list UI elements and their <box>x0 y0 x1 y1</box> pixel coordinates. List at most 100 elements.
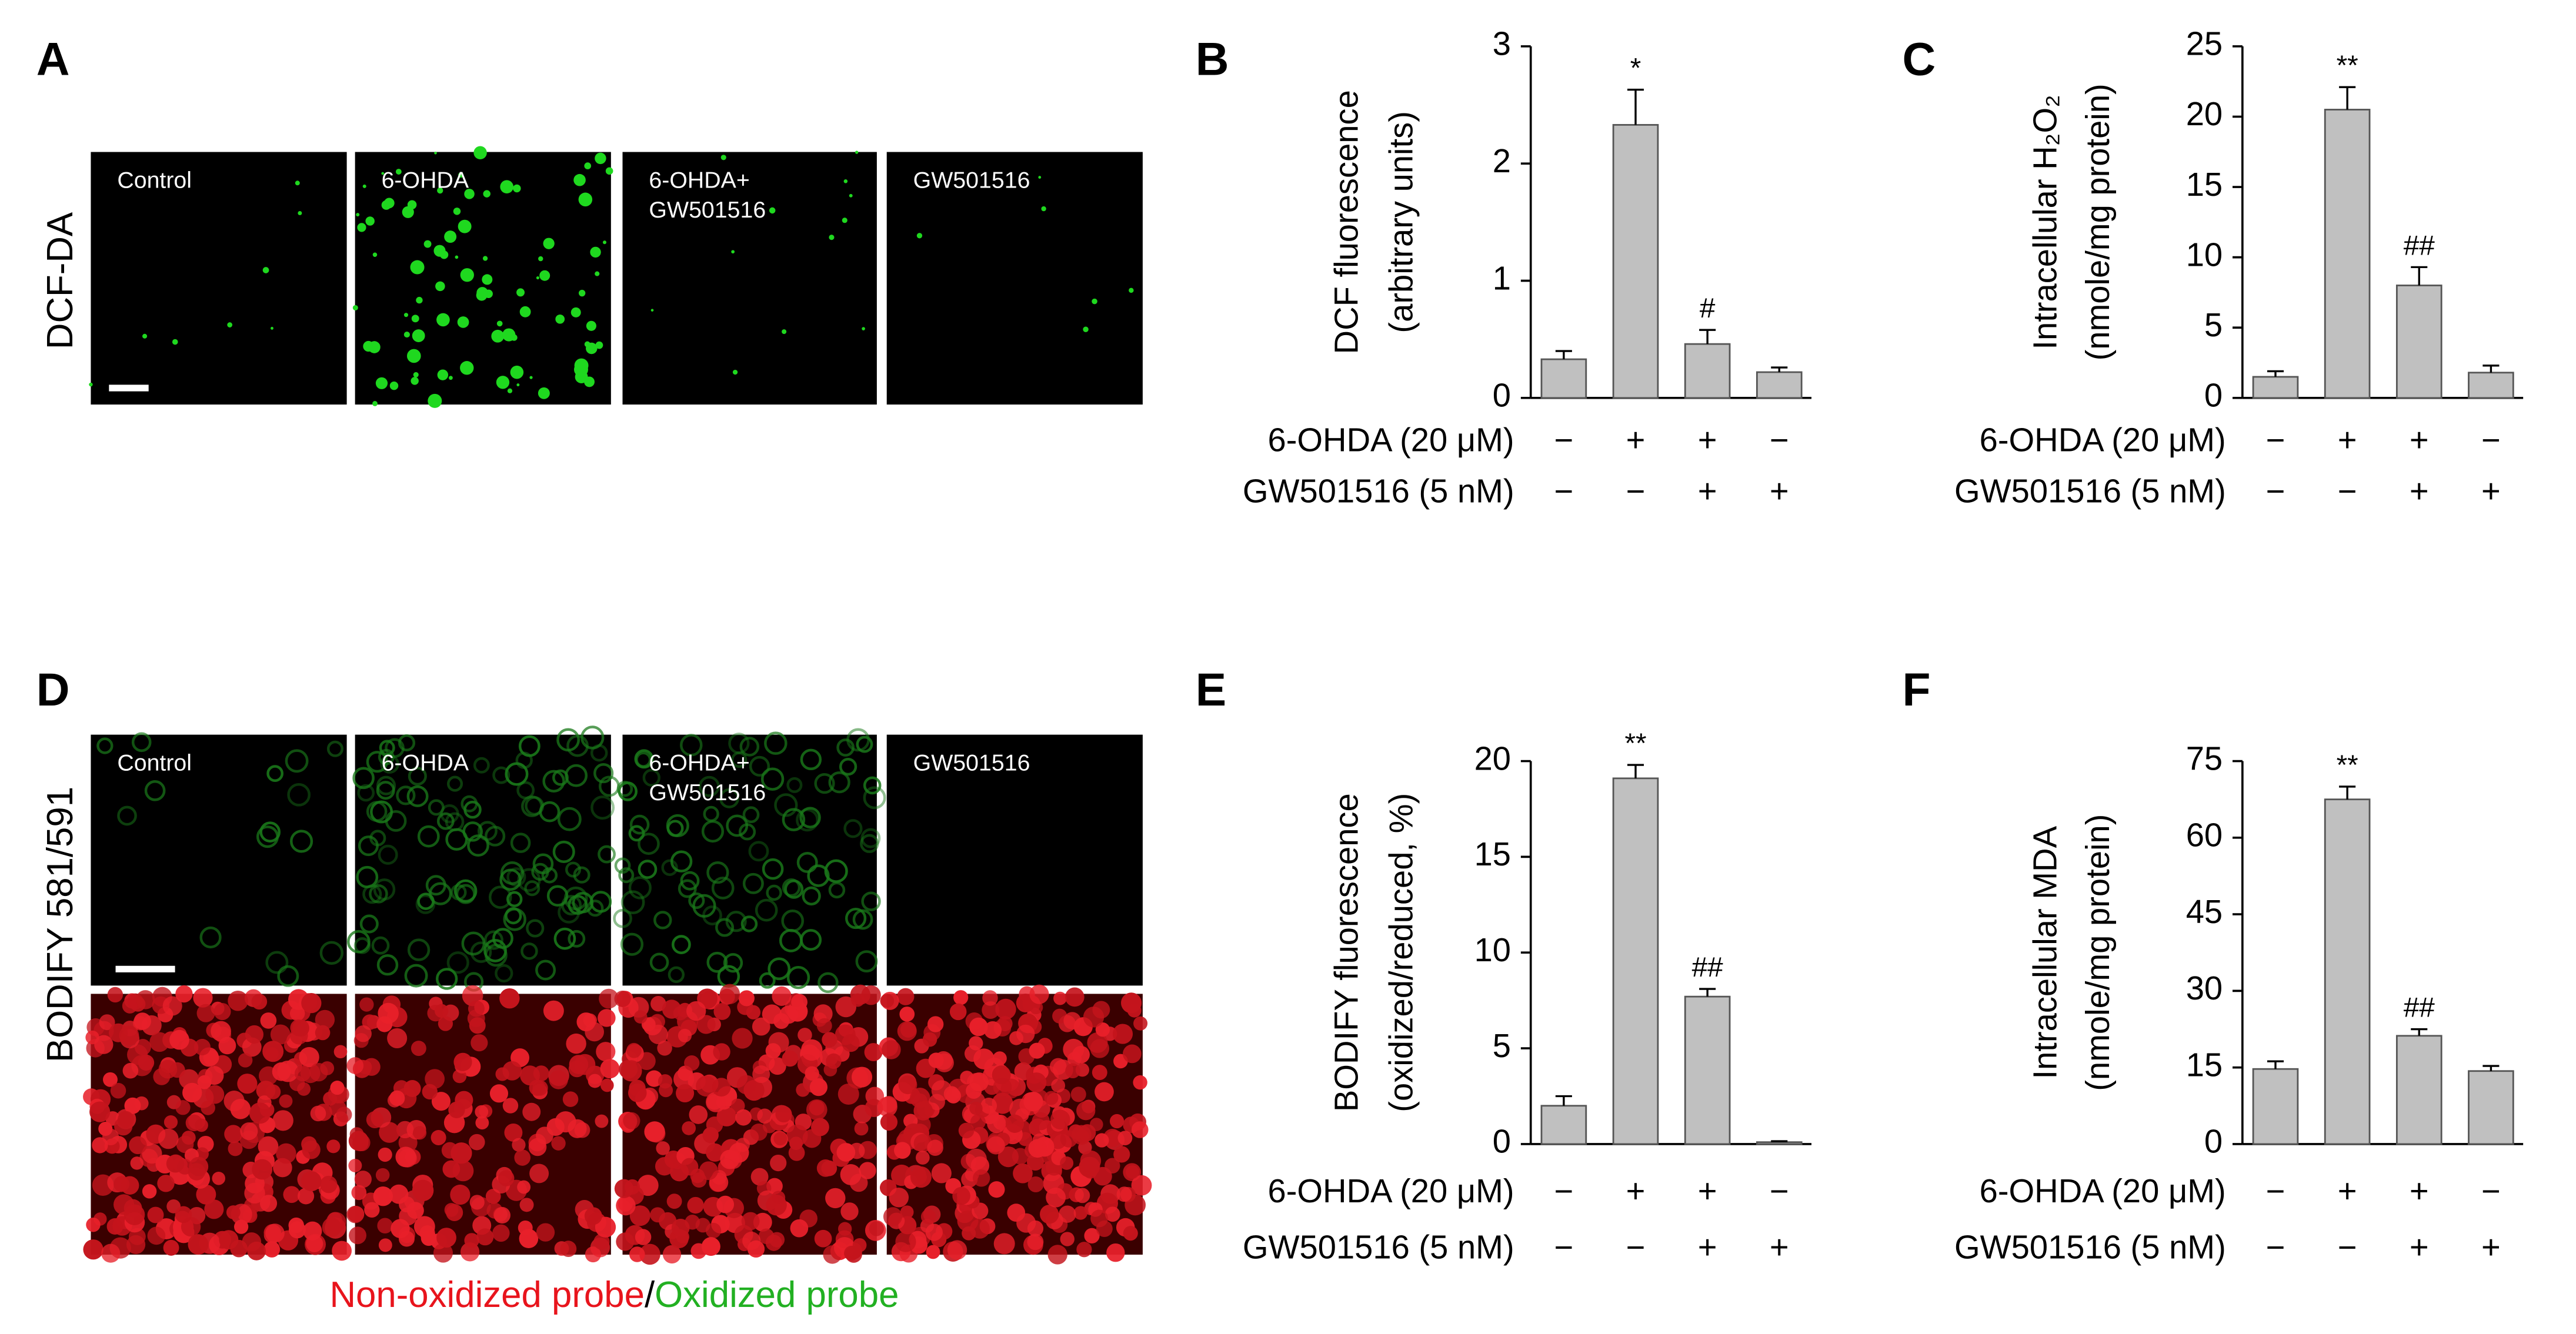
fluorescent-cell <box>83 1239 104 1260</box>
fluorescent-cell <box>861 891 881 911</box>
fluorescent-cell <box>668 966 685 983</box>
condition-sign: + <box>1698 473 1717 510</box>
fluorescent-cell <box>715 918 735 937</box>
fluorescent-cell <box>741 1212 760 1231</box>
fluorescent-dot <box>357 223 366 232</box>
fluorescent-cell <box>445 828 468 851</box>
tile-label: 6-OHDA <box>382 167 469 193</box>
fluorescent-cell <box>446 775 463 792</box>
fluorescent-cell <box>849 1173 868 1192</box>
y-tick-label: 60 <box>2186 817 2223 854</box>
fluorescent-cell <box>476 1228 494 1246</box>
fluorescent-cell <box>102 1072 118 1087</box>
fluorescent-cell <box>969 1017 988 1037</box>
fluorescent-cell <box>560 1241 577 1258</box>
fluorescent-cell <box>926 1245 940 1259</box>
fluorescent-cell <box>824 859 848 883</box>
fluorescent-cell <box>524 880 540 897</box>
fluorescent-dot <box>513 184 521 193</box>
panel-letter: B <box>1196 34 1229 85</box>
fluorescent-cell <box>436 812 455 830</box>
fluorescent-cell <box>552 840 575 863</box>
fluorescent-cell <box>1029 984 1049 1004</box>
fluorescent-cell <box>616 1195 636 1216</box>
fluorescent-cell <box>270 1024 291 1045</box>
fluorescent-cell <box>518 735 540 757</box>
fluorescent-cell <box>378 844 398 865</box>
bar <box>1540 1105 1587 1145</box>
fluorescent-cell <box>129 1136 147 1155</box>
fluorescent-cell <box>1028 1139 1047 1158</box>
y-tick-label: 2 <box>1493 142 1511 179</box>
fluorescent-cell <box>1095 1022 1110 1037</box>
fluorescent-cell <box>483 930 503 950</box>
fluorescent-cell <box>289 1026 308 1045</box>
fluorescent-cell <box>749 755 770 777</box>
fluorescent-cell <box>412 1179 434 1202</box>
fluorescent-cell <box>687 1196 704 1214</box>
fluorescent-cell <box>1047 1245 1067 1265</box>
y-axis-label: (nmole/mg protein) <box>2079 83 2116 360</box>
condition-label: 6-OHDA (20 μM) <box>1980 421 2226 458</box>
fluorescent-cell <box>290 830 313 853</box>
fluorescent-cell <box>673 1006 688 1021</box>
fluorescent-dot <box>1038 176 1042 179</box>
fluorescent-cell <box>504 1123 523 1142</box>
fluorescent-cell <box>417 825 440 848</box>
fluorescent-cell <box>483 939 507 962</box>
fluorescent-cell <box>772 986 792 1006</box>
fluorescent-cell <box>598 1009 616 1027</box>
fluorescent-cell <box>817 972 839 994</box>
fluorescent-cell <box>238 1053 253 1068</box>
tile-label: GW501516 <box>649 197 766 223</box>
fluorescent-dot <box>574 358 589 373</box>
fluorescent-cell <box>809 1100 825 1116</box>
fluorescent-dot <box>1129 287 1134 293</box>
fluorescent-cell <box>502 1061 522 1081</box>
fluorescent-cell <box>813 1004 833 1024</box>
condition-sign: + <box>2338 1172 2357 1209</box>
fluorescent-cell <box>403 1080 421 1098</box>
fluorescent-cell <box>176 1159 193 1175</box>
fluorescent-cell <box>506 891 523 908</box>
y-tick-label: 45 <box>2186 893 2223 930</box>
caption-part: Non-oxidized probe <box>329 1275 644 1315</box>
fluorescent-dot <box>435 281 445 292</box>
fluorescent-cell <box>742 872 764 894</box>
fluorescent-cell <box>285 749 309 773</box>
condition-label: 6-OHDA (20 μM) <box>1267 1172 1514 1209</box>
fluorescent-cell <box>1126 1165 1140 1179</box>
fluorescent-cell <box>859 1162 876 1179</box>
fluorescent-cell <box>396 785 416 805</box>
y-axis-label: Intracellular H₂O₂ <box>2026 95 2063 350</box>
fluorescent-cell <box>678 1028 692 1043</box>
fluorescent-cell <box>446 1203 463 1221</box>
fluorescent-cell <box>620 890 645 915</box>
fluorescent-cell <box>1095 1082 1114 1102</box>
fluorescent-dot <box>538 387 550 399</box>
fluorescent-cell <box>649 952 669 972</box>
condition-sign: + <box>2338 421 2357 458</box>
fluorescent-cell <box>349 1226 366 1245</box>
fluorescent-cell <box>535 959 556 981</box>
fluorescent-cell <box>800 929 822 951</box>
fluorescent-cell <box>144 780 166 801</box>
fluorescent-cell <box>362 884 382 904</box>
fluorescent-cell <box>752 1065 770 1084</box>
fluorescent-cell <box>1044 1091 1059 1105</box>
fluorescent-cell <box>648 1024 668 1045</box>
fluorescent-cell <box>147 1206 164 1223</box>
fluorescent-cell <box>475 1105 489 1119</box>
fluorescent-cell <box>404 964 428 988</box>
fluorescent-cell <box>789 1136 803 1151</box>
fluorescent-cell <box>861 985 881 1005</box>
fluorescent-cell <box>628 825 645 842</box>
y-tick-label: 0 <box>2204 377 2223 414</box>
fluorescent-cell <box>629 1246 645 1262</box>
fluorescent-cell <box>1063 1038 1085 1060</box>
fluorescent-dot <box>473 146 487 159</box>
fluorescent-dot <box>460 268 474 282</box>
fluorescent-cell <box>798 1028 812 1042</box>
fluorescent-cell <box>320 1175 338 1193</box>
fluorescent-cell <box>1040 1205 1059 1224</box>
